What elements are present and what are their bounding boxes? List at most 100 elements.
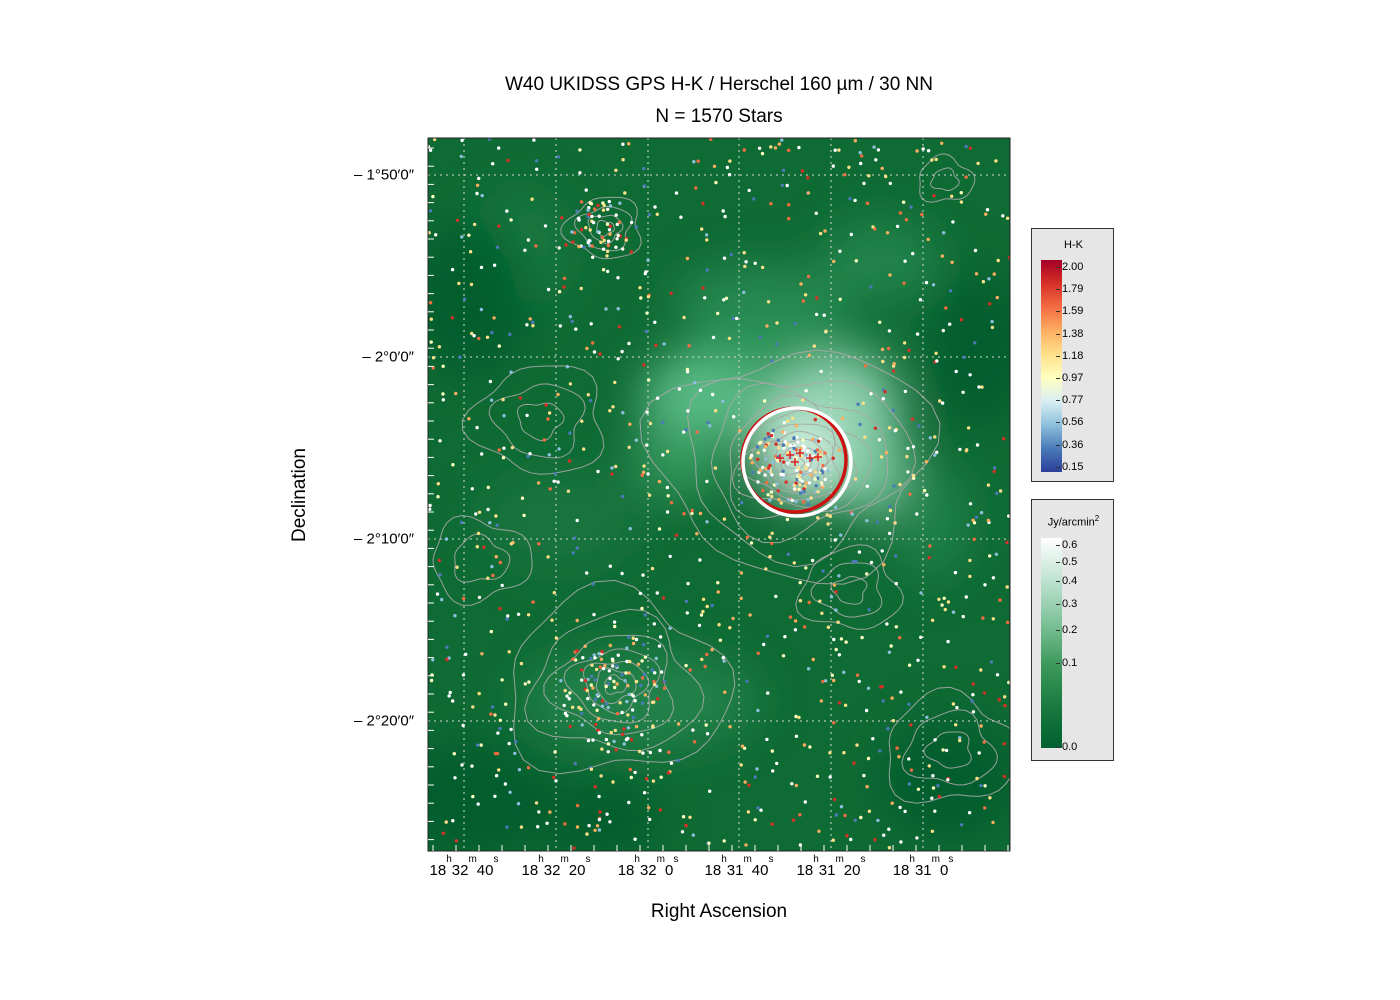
star-marker (806, 497, 810, 502)
star-marker (585, 832, 589, 836)
star-marker (781, 430, 785, 434)
star-marker (428, 144, 431, 149)
star-marker (631, 636, 635, 640)
star-marker (658, 635, 663, 639)
star-marker (595, 708, 599, 712)
star-marker (922, 488, 927, 493)
star-marker (823, 229, 827, 233)
star-marker (575, 546, 579, 550)
star-marker (441, 831, 446, 835)
star-marker (804, 453, 808, 457)
star-marker (531, 324, 535, 328)
star-marker (881, 359, 885, 364)
star-marker (531, 320, 535, 324)
star-marker (951, 702, 956, 706)
colorbar-flux-strip (1041, 538, 1062, 748)
star-marker (865, 519, 869, 523)
star-marker (648, 750, 653, 755)
star-marker (662, 342, 666, 346)
star-marker (806, 449, 810, 453)
star-marker (615, 237, 619, 241)
star-marker (532, 138, 536, 142)
contour-line (929, 167, 960, 191)
star-marker (884, 174, 888, 179)
star-marker (983, 784, 987, 788)
chart-title: W40 UKIDSS GPS H-K / Herschel 160 µm / 3… (504, 74, 934, 95)
star-marker (707, 841, 711, 845)
star-marker (722, 659, 726, 663)
star-marker (501, 397, 505, 402)
star-marker (472, 222, 477, 227)
star-marker (768, 554, 772, 559)
star-marker (890, 696, 894, 700)
star-marker (799, 470, 803, 474)
star-marker (622, 727, 626, 731)
star-marker (774, 442, 778, 446)
star-marker (839, 533, 843, 537)
star-marker (591, 255, 595, 259)
star-marker (643, 613, 647, 617)
star-marker (906, 446, 910, 451)
contour-line (524, 608, 705, 751)
star-marker (959, 318, 964, 322)
star-marker (818, 450, 823, 454)
star-marker (890, 801, 894, 805)
star-marker (747, 188, 751, 193)
star-marker (703, 296, 707, 300)
star-marker (445, 645, 449, 649)
star-marker (749, 541, 754, 545)
star-marker (941, 328, 945, 333)
star-marker (756, 480, 760, 484)
star-marker (630, 708, 635, 712)
star-marker (742, 148, 746, 152)
star-marker (786, 419, 790, 423)
star-marker (830, 673, 834, 677)
star-marker (698, 558, 702, 562)
star-marker (637, 749, 642, 754)
star-marker (717, 623, 721, 627)
star-marker (854, 559, 858, 564)
star-marker (856, 402, 860, 406)
star-marker (852, 761, 856, 765)
star-marker (685, 367, 690, 372)
star-marker (883, 390, 887, 394)
star-marker (909, 768, 914, 772)
star-marker (762, 642, 766, 647)
star-marker (455, 565, 459, 569)
star-marker (903, 389, 908, 394)
star-marker (508, 332, 512, 336)
star-marker (885, 517, 890, 521)
star-marker (813, 417, 817, 422)
star-marker (614, 213, 618, 217)
star-marker (755, 767, 759, 771)
star-marker (979, 511, 984, 515)
star-marker (750, 470, 755, 475)
star-marker (902, 281, 906, 285)
star-marker (600, 650, 604, 654)
star-marker (871, 225, 875, 229)
star-marker (732, 415, 736, 419)
star-marker (881, 699, 885, 703)
star-marker (857, 679, 861, 684)
star-marker (586, 208, 590, 212)
star-marker (984, 212, 988, 216)
star-marker (757, 146, 762, 150)
star-marker (786, 552, 790, 556)
star-marker (768, 535, 772, 539)
star-marker (642, 672, 647, 677)
star-marker (455, 218, 460, 223)
star-marker (792, 483, 796, 488)
star-marker (520, 496, 525, 500)
star-marker (587, 212, 591, 217)
star-marker (570, 230, 574, 234)
star-marker (612, 739, 616, 744)
star-marker (701, 597, 706, 601)
star-marker (461, 723, 465, 728)
star-marker (556, 392, 560, 397)
star-marker (584, 188, 588, 192)
star-marker (593, 207, 597, 211)
star-marker (611, 664, 615, 668)
star-marker (608, 224, 613, 228)
star-marker (834, 608, 838, 612)
star-marker (591, 220, 596, 225)
